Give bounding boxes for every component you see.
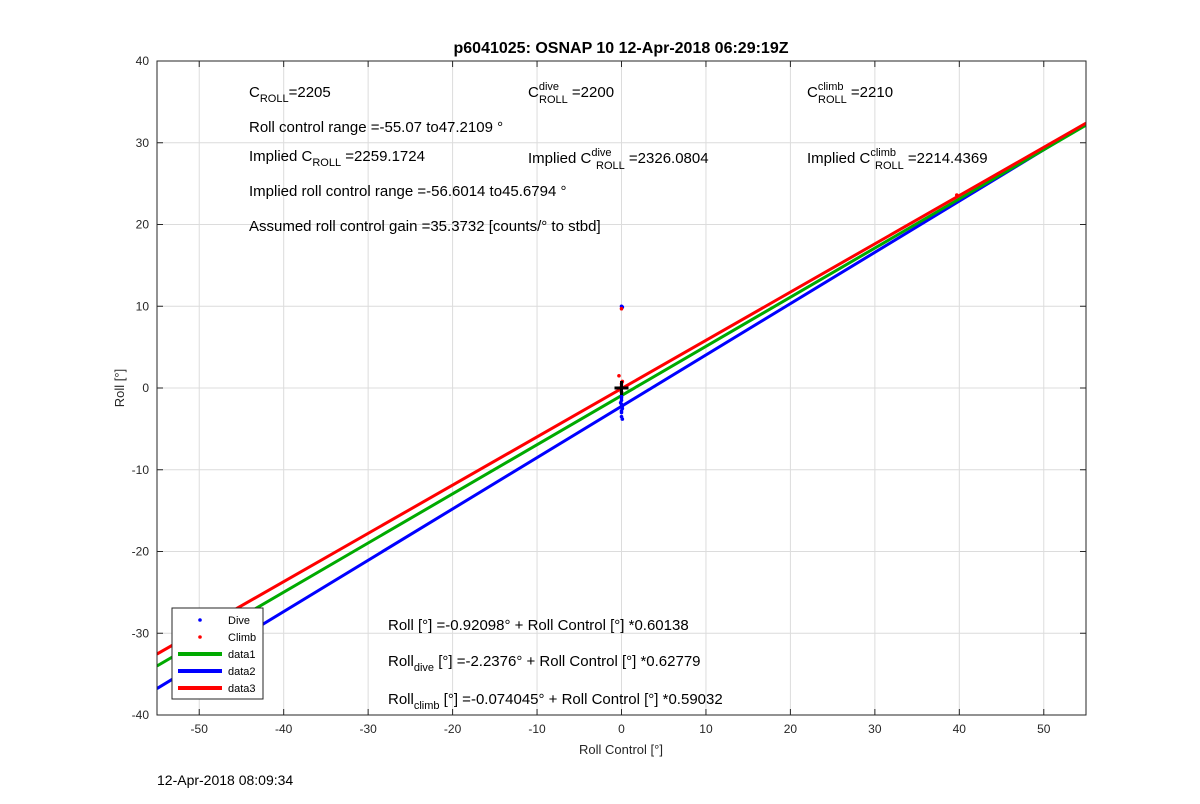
dive-point [619,409,624,413]
y-tick-label: 0 [142,381,149,395]
y-tick-label: -30 [132,626,150,640]
fit-climb-equation: Rollclimb [°] =-0.074045° + Roll Control… [388,691,723,712]
x-tick-label: 30 [868,722,882,736]
legend-marker-dive [198,618,202,622]
dive-point [618,400,623,405]
climb-point [617,373,621,378]
y-tick-label: 20 [136,218,150,232]
x-tick-label: -10 [528,722,546,736]
c-roll-dive-annotation: Cdive ROLL =2200 [528,81,614,106]
c-roll-annotation: CROLL=2205 [249,84,331,105]
y-tick-label: -20 [132,545,150,559]
assumed-roll-control-gain: Assumed roll control gain =35.3732 [coun… [249,218,601,235]
x-tick-label: 50 [1037,722,1051,736]
chart-title: p6041025: OSNAP 10 12-Apr-2018 06:29:19Z [454,40,789,57]
x-tick-label: 20 [784,722,798,736]
implied-c-roll-dive-annotation: Implied Cdive ROLL =2326.0804 [528,147,709,172]
footer-timestamp: 12-Apr-2018 08:09:34 [157,772,294,788]
y-tick-label: -40 [132,708,150,722]
y-tick-label: 40 [136,54,150,68]
dive-point [620,417,625,421]
x-tick-label: 40 [953,722,967,736]
legend-label-data1: data1 [228,649,256,661]
legend-label-dive: Dive [228,615,250,627]
roll-control-range: Roll control range =-55.07 to47.2109 ° [249,119,503,136]
dive-point [619,396,624,400]
y-tick-label: 30 [136,136,150,150]
dive-point [620,404,625,408]
x-tick-label: 0 [618,722,625,736]
fit-dive-equation: Rolldive [°] =-2.2376° + Roll Control [°… [388,653,701,674]
implied-c-roll-annotation: Implied CROLL =2259.1724 [249,148,425,169]
legend-label-data3: data3 [228,683,256,695]
x-tick-label: -30 [359,722,377,736]
climb-point [954,193,959,197]
x-tick-label: -50 [191,722,209,736]
x-tick-label: -20 [444,722,462,736]
series-layer [157,121,1086,690]
legend-label-data2: data2 [228,666,256,678]
fit-all-equation: Roll [°] =-0.92098° + Roll Control [°] *… [388,617,689,634]
x-tick-label: 10 [699,722,713,736]
y-tick-label: 10 [136,299,150,313]
implied-c-roll-climb-annotation: Implied Cclimb ROLL =2214.4369 [807,147,988,172]
legend: Dive Climb data1 data2 data3 [171,607,264,700]
implied-roll-control-range: Implied roll control range =-56.6014 to4… [249,183,566,200]
c-roll-climb-annotation: Cclimb ROLL =2210 [807,81,893,106]
legend-marker-climb [198,635,202,639]
ticks: -50 -40 -30 -20 -10 0 10 20 30 40 50 -40 -30 -20 -10 0 1… [132,54,1086,736]
legend-label-climb: Climb [228,632,256,644]
y-axis-label: Roll [°] [112,369,127,407]
x-tick-label: -40 [275,722,293,736]
x-axis-label: Roll Control [°] [579,742,663,757]
climb-point [619,306,624,311]
y-tick-label: -10 [132,463,150,477]
